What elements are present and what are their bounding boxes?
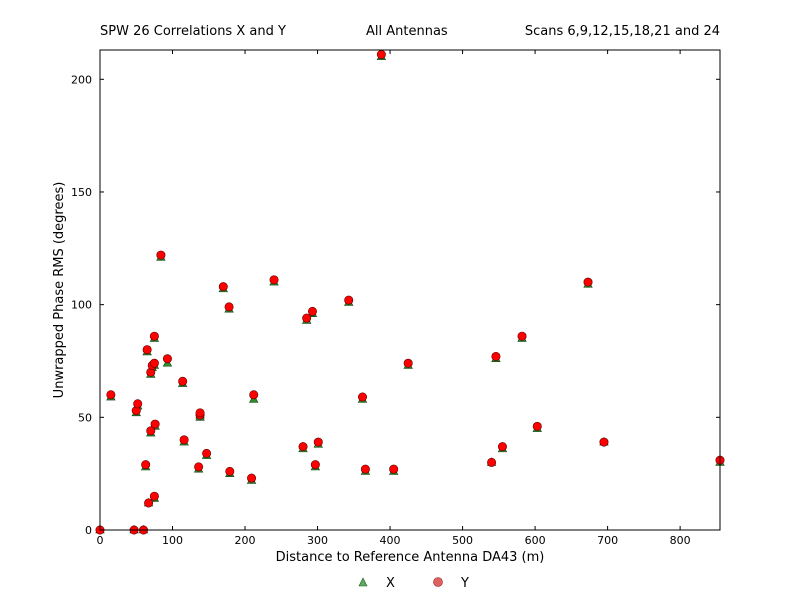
x-tick-label: 600 <box>525 534 546 547</box>
y-point <box>202 448 212 458</box>
y-axis-label: Unwrapped Phase RMS (degrees) <box>52 182 67 399</box>
y-point <box>269 275 279 285</box>
x-tick-label: 200 <box>235 534 256 547</box>
y-point <box>249 390 259 400</box>
y-point <box>517 331 527 341</box>
chart-title: SPW 26 Correlations X and Y <box>100 24 286 39</box>
y-point <box>313 437 323 447</box>
y-point <box>358 392 368 402</box>
y-tick-label: 50 <box>78 411 92 424</box>
y-point <box>179 435 189 445</box>
y-point <box>532 421 542 431</box>
y-point <box>302 313 312 323</box>
y-point <box>224 302 234 312</box>
y-point <box>150 419 160 429</box>
scans-subtitle: Scans 6,9,12,15,18,21 and 24 <box>524 24 720 39</box>
y-point <box>344 295 354 305</box>
y-point <box>133 399 143 409</box>
y-point <box>599 437 609 447</box>
y-point <box>149 491 159 501</box>
y-point <box>491 351 501 361</box>
y-point <box>142 345 152 355</box>
x-axis-label: Distance to Reference Antenna DA43 (m) <box>276 550 545 565</box>
y-point <box>310 460 320 470</box>
y-point <box>487 457 497 467</box>
x-tick-label: 800 <box>670 534 691 547</box>
y-point <box>149 331 159 341</box>
y-point <box>178 376 188 386</box>
legend-y-marker <box>433 577 443 587</box>
series-x-points <box>95 51 725 534</box>
y-point <box>389 464 399 474</box>
y-point <box>360 464 370 474</box>
legend: X Y <box>358 576 469 591</box>
y-point <box>141 460 151 470</box>
plot-frame <box>99 49 721 531</box>
y-tick-label: 0 <box>85 524 92 537</box>
y-tick-label: 100 <box>71 299 92 312</box>
y-point <box>162 354 172 364</box>
y-point <box>194 462 204 472</box>
x-tick-label: 100 <box>162 534 183 547</box>
y-point <box>225 466 235 476</box>
series-y-points <box>95 50 725 535</box>
y-tick-label: 200 <box>71 73 92 86</box>
y-point <box>247 473 257 483</box>
y-point <box>307 306 317 316</box>
x-tick-label: 700 <box>597 534 618 547</box>
x-tick-label: 400 <box>380 534 401 547</box>
x-tick-label: 500 <box>452 534 473 547</box>
legend-y-label: Y <box>460 576 469 591</box>
y-point <box>144 498 154 508</box>
y-point <box>156 250 166 260</box>
axis-ticks: 0 100 200 300 400 500 600 700 800 0 50 100 150 200 <box>71 50 720 547</box>
y-point <box>106 390 116 400</box>
antenna-subtitle: All Antennas <box>366 24 448 39</box>
y-point <box>376 50 386 60</box>
y-point <box>403 358 413 368</box>
y-tick-label: 150 <box>71 186 92 199</box>
y-point <box>218 282 228 292</box>
y-point <box>195 408 205 418</box>
x-tick-label: 300 <box>307 534 328 547</box>
y-point <box>146 426 156 436</box>
y-point <box>149 358 159 368</box>
y-point <box>298 442 308 452</box>
legend-x-label: X <box>386 576 395 591</box>
y-point <box>583 277 593 287</box>
legend-x-marker <box>358 577 368 587</box>
y-point <box>497 442 507 452</box>
x-tick-label: 0 <box>97 534 104 547</box>
